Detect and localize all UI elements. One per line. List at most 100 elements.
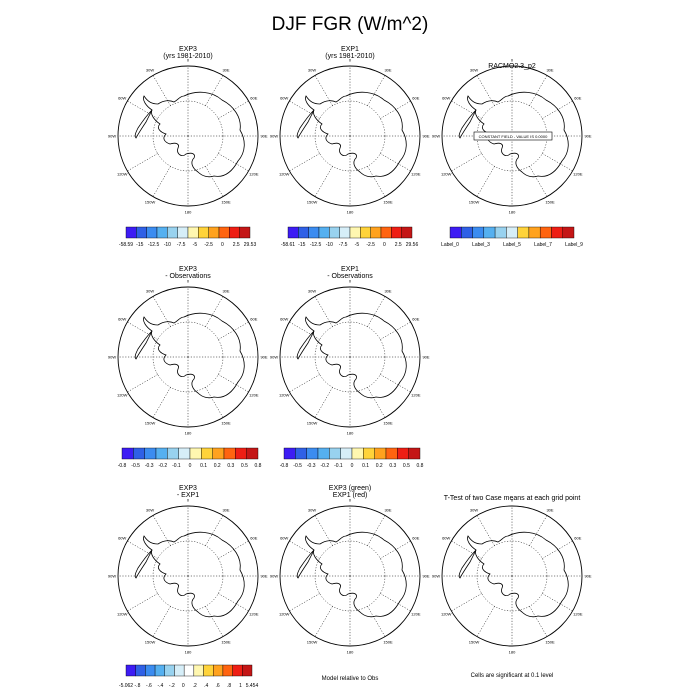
- colorbar-box: [174, 664, 185, 677]
- lon-label: 30E: [546, 68, 553, 73]
- colorbar-box: [391, 226, 402, 239]
- colorbar-label: -5: [193, 242, 198, 248]
- meridian-line: [476, 515, 495, 546]
- lon-label: 60W: [118, 536, 126, 541]
- panel-title-line-1: EXP3 (green): [329, 485, 371, 492]
- colorbar-box: [125, 664, 136, 677]
- lon-label: 0: [349, 498, 352, 503]
- colorbar-box: [229, 226, 240, 239]
- map-frame: [441, 65, 583, 207]
- polar-map: 0 30E 60E 90E 120E 150E 180 150W 120W 90W 60W 30W: [270, 498, 430, 655]
- antarctic-peninsula: [296, 109, 315, 139]
- lon-label: 30E: [384, 68, 391, 73]
- meridian-line: [205, 75, 224, 106]
- colorbar-label: .4: [204, 683, 208, 689]
- meridian-line: [314, 75, 333, 106]
- map-frame: [279, 505, 421, 647]
- colorbar-label: 0.5: [403, 463, 410, 469]
- meridian-line: [314, 296, 333, 327]
- colorbar-label: Label_9: [565, 242, 583, 248]
- colorbar-box: [306, 447, 319, 460]
- map-frame: [279, 286, 421, 428]
- colorbar-box: [517, 226, 530, 239]
- colorbar-box: [551, 226, 563, 239]
- meridian-line: [529, 75, 548, 106]
- meridian-line: [205, 606, 224, 637]
- meridian-line: [218, 321, 249, 340]
- colorbar-label: .8: [227, 683, 231, 689]
- colorbar-exp3: -58.59 -15 -12.5 -10 -7.5 -5 -2.5 0 2.5 29.53: [119, 226, 256, 248]
- panel-title-line-1: EXP3: [179, 46, 197, 53]
- colorbar-label: -7.5: [339, 242, 348, 248]
- lon-label: 150W: [469, 199, 480, 204]
- lon-label: 90W: [432, 574, 440, 579]
- meridian-line: [152, 75, 171, 106]
- colorbar-label: 2.5: [233, 242, 240, 248]
- meridian-line: [314, 606, 333, 637]
- panel-title-line-1: T-Test of two Case means at each grid po…: [444, 495, 581, 502]
- antarctic-peninsula: [134, 109, 153, 139]
- colorbar-label: -58.61: [281, 242, 295, 248]
- panel-title-line-1: EXP1: [341, 46, 359, 53]
- colorbar-label: 0.8: [417, 463, 424, 469]
- lon-label: 30E: [222, 68, 229, 73]
- colorbar-box: [187, 226, 199, 239]
- colorbar-exp1: -58.61 -15 -12.5 -10 -7.5 -5 -2.5 0 2.5 29.56: [281, 226, 418, 248]
- colorbar-label: -.8: [135, 683, 141, 689]
- meridian-line: [127, 374, 158, 393]
- meridian-line: [542, 153, 573, 172]
- colorbar-label: 2.5: [395, 242, 402, 248]
- antarctica-coastline: [466, 531, 569, 618]
- caption-significance: Cells are significant at 0.1 level: [471, 673, 554, 679]
- meridian-line: [451, 153, 482, 172]
- colorbar-label: Label_0: [441, 242, 459, 248]
- antarctic-peninsula: [296, 330, 315, 360]
- lon-label: 150E: [545, 199, 555, 204]
- colorbar-label: -2.5: [204, 242, 213, 248]
- map-frame: [441, 505, 583, 647]
- polar-map: 0 30E 60E 90E 120E 150E 180 150W 120W 90W 60W 30W: [108, 498, 268, 655]
- colorbar-box: [360, 226, 371, 239]
- meridian-line: [218, 540, 249, 559]
- panel-title-line-2: (yrs 1981-2010): [163, 53, 212, 60]
- colorbar-box: [189, 447, 202, 460]
- colorbar-label: -10: [326, 242, 333, 248]
- colorbar-box: [242, 664, 253, 677]
- colorbar-box: [385, 447, 398, 460]
- colorbar-box: [363, 447, 375, 460]
- lon-label: 60E: [412, 96, 419, 101]
- lon-label: 60E: [574, 96, 581, 101]
- figure-title: DJF FGR (W/m^2): [272, 14, 429, 35]
- lon-label: 60E: [250, 536, 257, 541]
- colorbar-box: [308, 226, 320, 239]
- lon-label: 90E: [422, 355, 429, 360]
- lon-label: 90E: [584, 574, 591, 579]
- meridian-line: [152, 515, 171, 546]
- meridian-line: [367, 296, 386, 327]
- lon-label: 150E: [383, 639, 393, 644]
- meridian-line: [289, 593, 320, 612]
- meridian-line: [380, 593, 411, 612]
- meridian-line: [529, 166, 548, 197]
- meridian-line: [127, 593, 158, 612]
- latitude-circle: [152, 100, 224, 172]
- colorbar-box: [201, 447, 213, 460]
- lon-label: 60E: [412, 317, 419, 322]
- colorbar-label: -15: [298, 242, 305, 248]
- panel-exp1-minus-observations: EXP1 - Observations 0 30E 60E 90E 120E 150E 18…: [270, 266, 430, 436]
- lon-label: 30W: [308, 289, 316, 294]
- lon-label: 30W: [470, 68, 478, 73]
- lon-label: 120W: [117, 393, 128, 398]
- caption-model-relative-to-obs: Model relative to Obs: [322, 676, 379, 682]
- latitude-circle: [314, 540, 386, 612]
- colorbar-box: [472, 226, 485, 239]
- colorbar-label: -0.8: [280, 463, 289, 469]
- colorbar-box: [317, 447, 330, 460]
- colorbar-label: -0.5: [131, 463, 140, 469]
- lon-label: 90W: [432, 134, 440, 139]
- colorbar-label: Label_3: [472, 242, 490, 248]
- polar-map: 0 30E 60E 90E 120E 150E 180 150W 120W 90W 60W 30W: [270, 58, 430, 215]
- lon-label: 90W: [270, 134, 278, 139]
- lon-label: 0: [511, 58, 514, 63]
